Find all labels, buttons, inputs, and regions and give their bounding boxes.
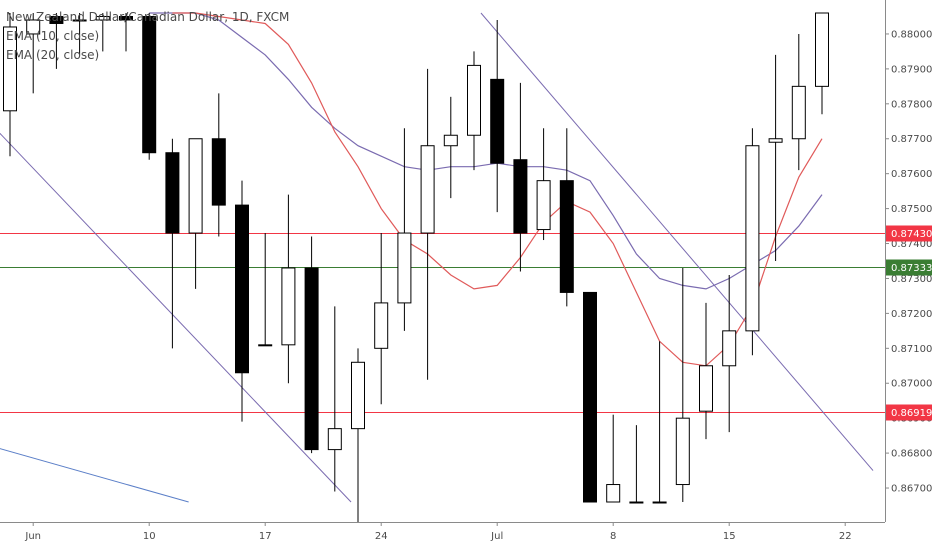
price-tick-label: 0.87200 bbox=[891, 309, 932, 320]
candle-body[interactable] bbox=[583, 291, 597, 503]
candle-body[interactable] bbox=[211, 138, 226, 206]
legend-ema20[interactable]: EMA (20, close) bbox=[6, 48, 100, 62]
candle-body[interactable] bbox=[142, 15, 157, 154]
candle-body[interactable] bbox=[513, 159, 528, 234]
time-tick-label: 22 bbox=[839, 531, 852, 542]
level-tags: 0.87430 0.87333 0.86919 bbox=[886, 225, 932, 421]
ema-lines bbox=[149, 12, 823, 367]
price-tick-label: 0.87400 bbox=[891, 239, 932, 250]
candle-body[interactable] bbox=[745, 145, 760, 332]
time-tick-label: 24 bbox=[375, 531, 388, 542]
price-tick-label: 0.87300 bbox=[891, 274, 932, 285]
price-tick-label: 0.88000 bbox=[891, 29, 932, 40]
candle-body[interactable] bbox=[327, 428, 342, 451]
candle-body[interactable] bbox=[443, 134, 458, 147]
time-tick-label: Jun bbox=[24, 531, 41, 542]
candle-body[interactable] bbox=[235, 204, 249, 374]
price-tick-label: 0.87800 bbox=[891, 99, 932, 110]
candles bbox=[3, 12, 829, 522]
candle-body[interactable] bbox=[397, 232, 412, 304]
trend-line[interactable] bbox=[0, 448, 189, 503]
candle-body[interactable] bbox=[49, 15, 64, 24]
ema10-line[interactable] bbox=[172, 12, 823, 367]
candle-body[interactable] bbox=[722, 330, 737, 367]
price-tick-label: 0.87100 bbox=[891, 344, 932, 355]
trend-line[interactable] bbox=[480, 12, 874, 471]
candle-body[interactable] bbox=[304, 267, 319, 451]
level-tag bbox=[886, 225, 932, 242]
price-tick-label: 0.87600 bbox=[891, 169, 932, 180]
candle-body[interactable] bbox=[559, 180, 574, 293]
price-tick-label: 0.86800 bbox=[891, 449, 932, 460]
candle-body[interactable] bbox=[536, 180, 551, 231]
candle-body[interactable] bbox=[699, 365, 713, 412]
level-tag bbox=[886, 404, 932, 421]
candle-body[interactable] bbox=[652, 501, 667, 504]
candle-body[interactable] bbox=[815, 12, 829, 87]
level-tag-label: 0.86919 bbox=[891, 408, 932, 419]
price-tick-label: 0.87000 bbox=[891, 379, 932, 390]
time-tick-label: 17 bbox=[259, 531, 272, 542]
candle-body[interactable] bbox=[165, 152, 180, 234]
level-tag-label: 0.87333 bbox=[891, 263, 932, 274]
time-tick-label: Jul bbox=[490, 531, 503, 542]
trend-lines bbox=[0, 12, 874, 503]
chart-title: New Zealand Dollar/Canadian Dollar, 1D, … bbox=[6, 10, 290, 24]
time-tick-label: 15 bbox=[723, 531, 736, 542]
price-tick-label: 0.87700 bbox=[891, 134, 932, 145]
price-tick-label: 0.87900 bbox=[891, 64, 932, 75]
chart-legend: New Zealand Dollar/Canadian Dollar, 1D, … bbox=[6, 8, 289, 65]
candle-body[interactable] bbox=[119, 15, 133, 21]
candle-body[interactable] bbox=[351, 361, 365, 430]
candle-body[interactable] bbox=[420, 145, 435, 234]
time-axis[interactable]: Jun 10 17 24 Jul 8 15 22 bbox=[0, 522, 885, 542]
price-tick-label: 0.86700 bbox=[891, 484, 932, 495]
trend-line[interactable] bbox=[0, 132, 352, 503]
candle-body[interactable] bbox=[281, 267, 296, 346]
candle-body[interactable] bbox=[26, 19, 41, 35]
time-tick-label: 8 bbox=[610, 531, 616, 542]
candle-body[interactable] bbox=[374, 302, 389, 349]
candle-body[interactable] bbox=[606, 484, 621, 503]
candle-body[interactable] bbox=[258, 344, 273, 347]
candle-body[interactable] bbox=[3, 26, 17, 112]
level-tag bbox=[886, 259, 932, 276]
price-tick-label: 0.87500 bbox=[891, 204, 932, 215]
candle-body[interactable] bbox=[188, 138, 203, 234]
candle-body[interactable] bbox=[629, 501, 644, 504]
candle-body[interactable] bbox=[72, 19, 87, 22]
time-tick-label: 10 bbox=[143, 531, 156, 542]
candle-body[interactable] bbox=[768, 138, 783, 143]
ema20-line[interactable] bbox=[149, 12, 823, 290]
legend-ema10[interactable]: EMA (10, close) bbox=[6, 29, 100, 43]
candle-body[interactable] bbox=[467, 64, 481, 136]
level-tag-label: 0.87430 bbox=[891, 229, 932, 240]
candle-body[interactable] bbox=[95, 15, 110, 21]
candle-body[interactable] bbox=[675, 417, 690, 486]
candle-body[interactable] bbox=[791, 85, 806, 140]
candle-body[interactable] bbox=[490, 78, 505, 164]
